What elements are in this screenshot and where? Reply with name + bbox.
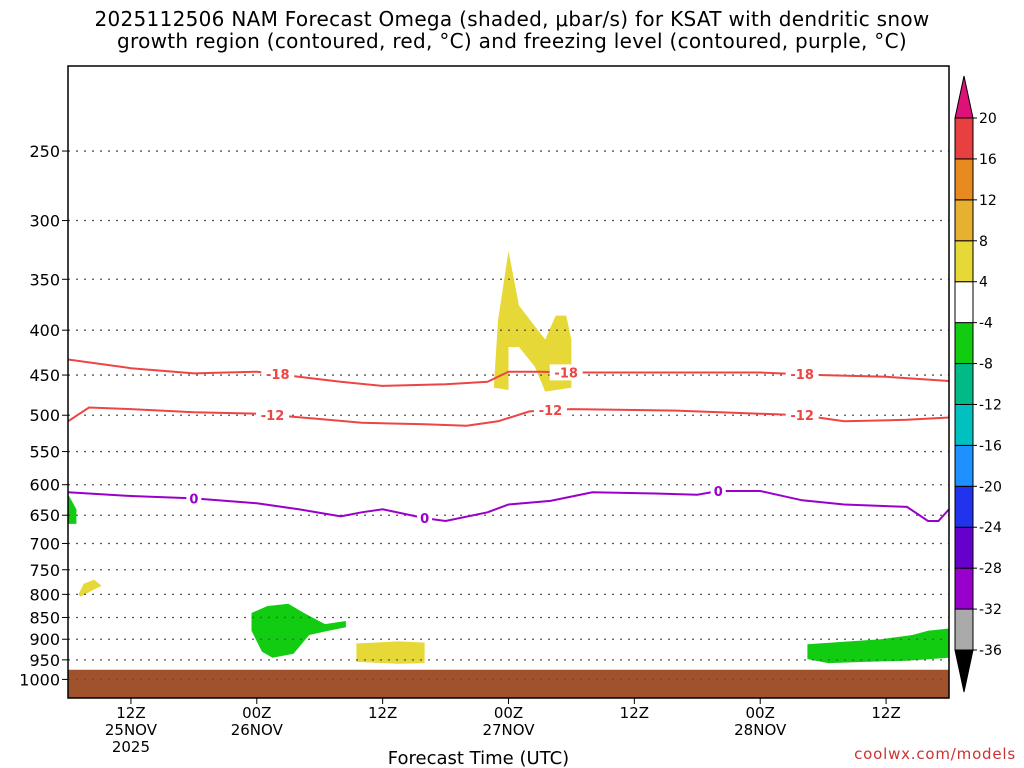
- xtick-date-5: 28NOV: [734, 721, 787, 739]
- shaded-region-4: [807, 628, 949, 664]
- colorbar-segment-0: [954, 608, 974, 651]
- ytick-label-600: 600: [29, 476, 60, 495]
- xtick-label-1: 00Z: [242, 704, 271, 722]
- colorbar-segment-12: [954, 117, 974, 160]
- x-axis-title: Forecast Time (UTC): [388, 748, 569, 768]
- ytick-label-350: 350: [29, 270, 60, 289]
- colorbar-segment-1: [954, 567, 974, 610]
- shaded-region-5: [68, 494, 77, 524]
- contour-label-bg-1-1: [533, 402, 567, 419]
- ytick-label-550: 550: [29, 443, 60, 462]
- shaded-region-6: [68, 669, 949, 698]
- colorbar-label-3: -24: [979, 520, 1002, 536]
- contour-label-bg-0-2: [785, 366, 819, 383]
- contour-label-0-2: -18: [790, 368, 814, 383]
- colorbar-label-9: 4: [979, 275, 988, 291]
- contour-label-0-1: -18: [554, 366, 578, 381]
- contour-label-2-0: 0: [189, 492, 198, 507]
- colorbar-segment-7: [954, 322, 974, 365]
- shaded-region-0: [493, 251, 572, 392]
- colorbar-label-1: -32: [979, 602, 1002, 618]
- colorbar-segment-6: [954, 363, 974, 405]
- colorbar-label-13: 20: [979, 111, 997, 127]
- ytick-label-400: 400: [29, 321, 60, 340]
- chart-title-line2: growth region (contoured, red, °C) and f…: [117, 29, 907, 53]
- colorbar-label-2: -28: [979, 561, 1002, 577]
- contour-label-bg-1-0: [256, 407, 290, 424]
- chart-title-line1: 2025112506 NAM Forecast Omega (shaded, μ…: [94, 7, 930, 31]
- colorbar-segment-8: [954, 281, 974, 324]
- plot-area: 250 300 350 400 450 500 550 600 650 700 750 800 850 9…: [19, 65, 950, 768]
- colorbar-label-12: 16: [979, 152, 997, 168]
- colorbar-segment-4: [954, 444, 974, 487]
- colorbar-segment-3: [954, 485, 974, 528]
- contour-label-bg-0-1: [549, 364, 583, 381]
- contour-label-bg-0-0: [261, 366, 295, 383]
- ytick-label-1000: 1000: [19, 670, 60, 689]
- shaded-region-1: [78, 579, 102, 597]
- ytick-label-250: 250: [29, 142, 60, 161]
- ytick-label-950: 950: [29, 651, 60, 670]
- contour-line-2: [68, 490, 949, 523]
- ytick-label-700: 700: [29, 534, 60, 553]
- xtick-date-1: 26NOV: [231, 721, 284, 739]
- shaded-region-2: [356, 641, 425, 664]
- contours: -18 -18 -18 -12 -12 -12 0 0 0: [68, 358, 949, 527]
- xtick-label-0: 12Z: [116, 704, 145, 722]
- colorbar-upper-arrow: [954, 75, 974, 119]
- ytick-label-850: 850: [29, 608, 60, 627]
- xtick-label-5: 00Z: [746, 704, 775, 722]
- shaded-regions: [68, 251, 949, 698]
- colorbar-label-5: -16: [979, 438, 1002, 454]
- shaded-region-3: [251, 603, 346, 658]
- xtick-year-0: 2025: [112, 738, 150, 756]
- contour-label-1-2: -12: [790, 409, 814, 424]
- contour-label-1-1: -12: [539, 404, 563, 419]
- colorbar-label-8: -4: [979, 316, 993, 332]
- colorbar-segment-11: [954, 158, 974, 201]
- ytick-label-650: 650: [29, 506, 60, 525]
- contour-label-bg-2-1: [417, 510, 433, 527]
- colorbar-segment-2: [954, 526, 974, 569]
- ytick-label-750: 750: [29, 561, 60, 580]
- chart-title: 2025112506 NAM Forecast Omega (shaded, μ…: [0, 8, 1024, 52]
- xtick-label-6: 12Z: [871, 704, 900, 722]
- contour-label-1-0: -12: [261, 409, 285, 424]
- ytick-label-300: 300: [29, 212, 60, 231]
- ytick-label-450: 450: [29, 366, 60, 385]
- xtick-label-4: 12Z: [620, 704, 649, 722]
- xtick-date-0: 25NOV: [105, 721, 158, 739]
- ytick-label-500: 500: [29, 406, 60, 425]
- colorbar-label-11: 12: [979, 193, 997, 209]
- ytick-label-900: 900: [29, 630, 60, 649]
- colorbar-label-6: -12: [979, 397, 1002, 413]
- colorbar-label-10: 8: [979, 234, 988, 250]
- contour-label-bg-2-2: [710, 483, 726, 500]
- colorbar: -36 -32 -28 -24 -20 -16 -12 -8 -4 4 8 12 16 20: [954, 75, 1002, 693]
- colorbar-label-0: -36: [979, 643, 1002, 659]
- colorbar-segment-9: [954, 240, 974, 283]
- xtick-date-3: 27NOV: [482, 721, 535, 739]
- colorbar-label-7: -8: [979, 357, 993, 373]
- colorbar-segment-5: [954, 403, 974, 446]
- contour-label-bg-2-0: [186, 490, 202, 507]
- ytick-label-800: 800: [29, 585, 60, 604]
- xtick-label-2: 12Z: [368, 704, 397, 722]
- contour-label-2-1: 0: [420, 512, 429, 527]
- contour-label-bg-1-2: [785, 407, 819, 424]
- gridlines: [62, 150, 949, 681]
- colorbar-lower-arrow: [954, 649, 974, 693]
- contour-label-2-2: 0: [714, 485, 723, 500]
- credit-text: coolwx.com/models: [854, 745, 1016, 763]
- colorbar-segment-10: [954, 199, 974, 242]
- colorbar-label-4: -20: [979, 479, 1002, 495]
- xtick-label-3: 00Z: [494, 704, 523, 722]
- contour-label-0-0: -18: [266, 368, 290, 383]
